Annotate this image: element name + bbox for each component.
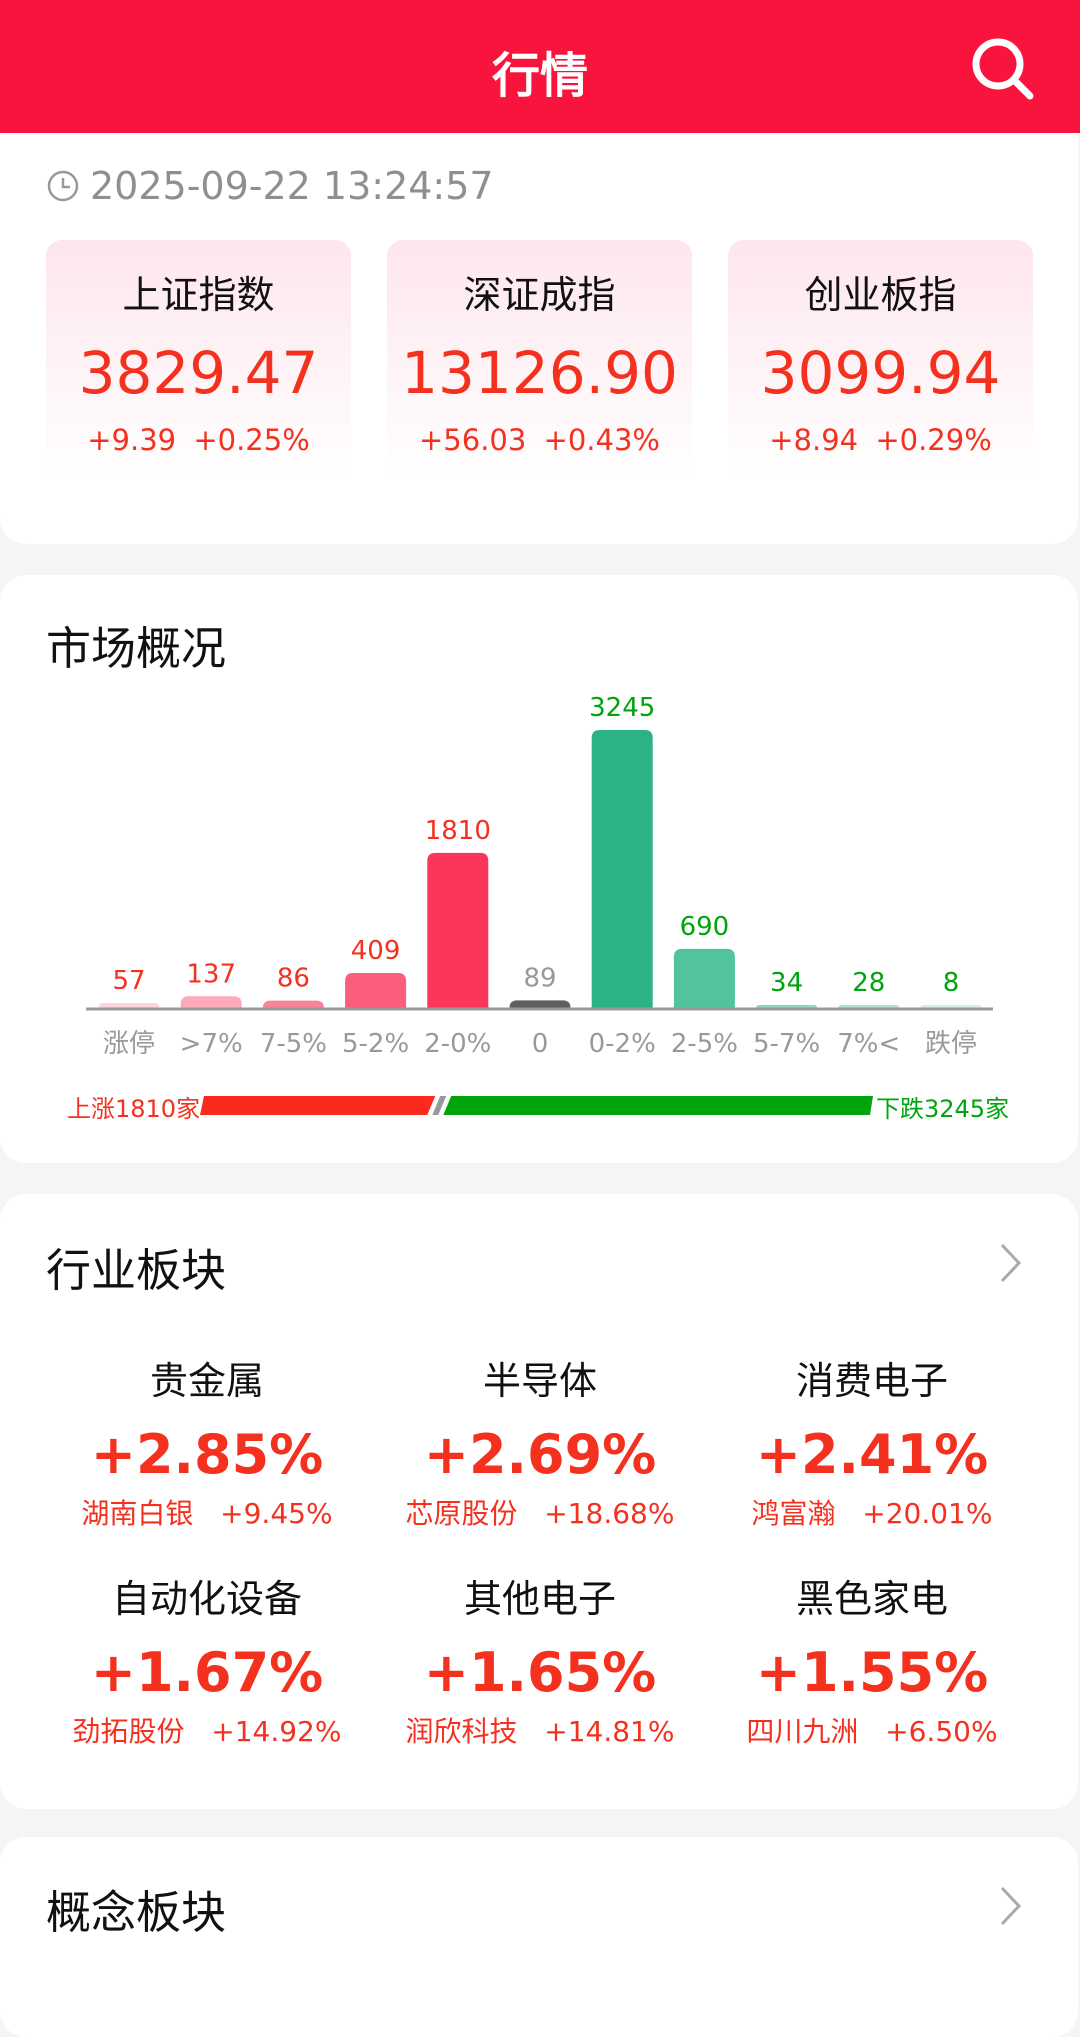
index-name: 上证指数 xyxy=(122,273,275,317)
chevron-right-icon[interactable] xyxy=(996,1241,1026,1285)
sector-name: 半导体 xyxy=(482,1359,597,1403)
index-value: 3099.94 xyxy=(760,339,1001,407)
sector-name: 消费电子 xyxy=(795,1359,948,1403)
sector-item[interactable]: 其他电子 +1.65% 润欣科技 +14.81% xyxy=(375,1568,705,1750)
sector-item[interactable]: 黑色家电 +1.55% 四川九洲 +6.50% xyxy=(707,1568,1037,1750)
index-change: +8.94 +0.29% xyxy=(728,423,1033,457)
change-pct: +0.43% xyxy=(543,423,660,457)
sector-pct: +2.69% xyxy=(423,1423,657,1486)
up-count-label: 上涨1810家 xyxy=(67,1095,201,1123)
sector-pct: +2.85% xyxy=(90,1423,324,1486)
index-change: +56.03 +0.43% xyxy=(387,423,692,457)
change-pct: +0.25% xyxy=(193,423,310,457)
leading-stock: 四川九洲 +6.50% xyxy=(707,1710,1037,1750)
index-card-sz[interactable]: 深证成指 13126.90 +56.03 +0.43% xyxy=(387,240,692,496)
search-icon[interactable] xyxy=(968,34,1038,104)
index-value: 3829.47 xyxy=(78,339,319,407)
sector-name: 黑色家电 xyxy=(795,1577,948,1621)
stock-name: 四川九洲 xyxy=(746,1715,859,1748)
industry-panel xyxy=(0,1194,1078,1809)
stock-pct: +20.01% xyxy=(862,1497,993,1530)
leading-stock: 湖南白银 +9.45% xyxy=(42,1492,372,1532)
leading-stock: 鸿富瀚 +20.01% xyxy=(707,1492,1037,1532)
app-header: 行情 xyxy=(0,0,1080,133)
leading-stock: 劲拓股份 +14.92% xyxy=(42,1710,372,1750)
index-value: 13126.90 xyxy=(401,339,678,407)
industry-title: 行业板块 xyxy=(46,1244,227,1297)
sector-pct: +1.65% xyxy=(423,1641,657,1704)
sector-pct: +1.55% xyxy=(755,1641,989,1704)
change-abs: +56.03 xyxy=(419,423,527,457)
market-title: 市场概况 xyxy=(46,622,227,675)
leading-stock: 润欣科技 +14.81% xyxy=(375,1710,705,1750)
sector-pct: +2.41% xyxy=(755,1423,989,1486)
change-abs: +9.39 xyxy=(87,423,177,457)
market-overview-panel xyxy=(0,575,1078,1163)
timestamp: 2025-09-22 13:24:57 xyxy=(46,164,494,208)
page-title: 行情 xyxy=(491,48,588,104)
stock-name: 鸿富瀚 xyxy=(751,1497,836,1530)
stock-pct: +18.68% xyxy=(544,1497,675,1530)
stock-name: 劲拓股份 xyxy=(72,1715,185,1748)
stock-pct: +14.92% xyxy=(211,1715,342,1748)
sector-pct: +1.67% xyxy=(90,1641,324,1704)
chevron-right-icon[interactable] xyxy=(996,1884,1026,1928)
stock-pct: +6.50% xyxy=(885,1715,998,1748)
sector-item[interactable]: 贵金属 +2.85% 湖南白银 +9.45% xyxy=(42,1350,372,1532)
stock-pct: +9.45% xyxy=(220,1497,333,1530)
stock-name: 润欣科技 xyxy=(405,1715,518,1748)
stock-name: 芯原股份 xyxy=(405,1497,518,1530)
index-card-cyb[interactable]: 创业板指 3099.94 +8.94 +0.29% xyxy=(728,240,1033,496)
sector-item[interactable]: 消费电子 +2.41% 鸿富瀚 +20.01% xyxy=(707,1350,1037,1532)
index-name: 深证成指 xyxy=(463,273,616,317)
sector-item[interactable]: 自动化设备 +1.67% 劲拓股份 +14.92% xyxy=(42,1568,372,1750)
change-pct: +0.29% xyxy=(875,423,992,457)
sector-name: 自动化设备 xyxy=(111,1577,302,1621)
concept-title: 概念板块 xyxy=(46,1886,227,1939)
timestamp-text: 2025-09-22 13:24:57 xyxy=(90,164,494,208)
stock-name: 湖南白银 xyxy=(81,1497,194,1530)
index-change: +9.39 +0.25% xyxy=(46,423,351,457)
clock-icon xyxy=(47,170,79,202)
down-count-label: 下跌3245家 xyxy=(876,1095,1010,1123)
change-abs: +8.94 xyxy=(769,423,859,457)
index-name: 创业板指 xyxy=(804,273,957,317)
leading-stock: 芯原股份 +18.68% xyxy=(375,1492,705,1532)
stock-pct: +14.81% xyxy=(544,1715,675,1748)
sector-name: 贵金属 xyxy=(149,1359,264,1403)
index-card-sh[interactable]: 上证指数 3829.47 +9.39 +0.25% xyxy=(46,240,351,496)
sector-name: 其他电子 xyxy=(463,1577,616,1621)
sector-item[interactable]: 半导体 +2.69% 芯原股份 +18.68% xyxy=(375,1350,705,1532)
